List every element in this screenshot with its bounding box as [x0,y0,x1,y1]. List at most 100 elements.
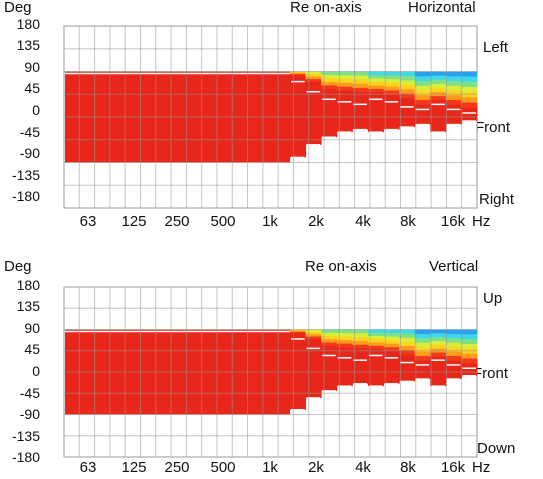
heatmap-cell [367,352,384,356]
heatmap-cell [336,354,353,359]
heatmap-cell [383,354,400,359]
heatmap-cell [336,340,353,345]
heatmap-cell [321,342,338,347]
heatmap-cell [290,330,307,333]
heatmap-cell [461,344,478,350]
y-tick: 135 [16,298,40,314]
x-tick: 1k [262,213,278,230]
heatmap-cell [336,343,353,348]
heatmap-cell [399,354,416,359]
heatmap-cell [430,344,447,350]
heatmap-cell [430,83,447,89]
heatmap-cell [321,329,338,334]
heatmap-cell [461,81,478,88]
heatmap-cell-core [430,360,447,387]
heatmap-cell [290,71,307,74]
heatmap-cell [336,329,353,334]
heatmap-cell [445,95,462,101]
x-tick: 1k [262,459,278,476]
heatmap-cell [352,337,369,342]
heatmap-cell-core [430,104,447,133]
heatmap-cell [399,337,416,343]
heatmap-cell [321,352,338,356]
heatmap-cell [414,99,431,106]
x-tick: 125 [121,459,147,476]
heatmap-cell [367,95,384,100]
heatmap-cell [461,102,478,109]
y-tick: 135 [16,37,40,53]
heatmap-cell [305,76,322,80]
heatmap-cell [305,331,322,335]
heatmap-cell [414,90,431,96]
y-tick: 90 [24,59,40,75]
heatmap-cell [430,329,447,334]
heatmap-cell [336,71,353,76]
heatmap-cell [383,347,400,352]
side-label-top: Left [483,39,509,56]
heatmap-cell [352,341,369,346]
x-tick: 2k [308,213,324,230]
heatmap-cell [461,358,478,364]
y-tick: 0 [32,363,40,379]
heatmap-cell [430,352,447,357]
heatmap-cell [321,339,338,343]
heatmap-cell [321,74,338,79]
heatmap-cell [445,347,462,353]
heatmap-cell [367,335,384,340]
heatmap-cell [367,342,384,347]
heatmap-cell [414,329,431,335]
heatmap-cell [445,329,462,335]
x-unit-label: Hz [472,213,491,230]
y-tick: -45 [19,385,40,401]
heatmap-cell [290,335,307,338]
heatmap-cell [290,329,307,332]
heatmap-cell [414,342,431,348]
heatmap-cell [305,71,322,75]
heatmap-cell [305,84,322,88]
heatmap-cell [430,96,447,101]
heatmap-cell [352,356,369,361]
x-tick: 500 [210,213,236,230]
heatmap-cell [383,350,400,355]
heatmap-cell [399,350,416,355]
heatmap-cell [321,335,338,340]
heatmap-cell [290,333,307,335]
heatmap-cell [321,71,338,76]
vertical-directivity-chart: Deg Re on-axis Vertical 180 135 90 45 0 … [0,249,543,479]
side-label-bottom: Down [477,440,516,457]
heatmap-cell [367,74,384,79]
x-tick: 4k [355,459,371,476]
heatmap-cell [305,74,322,78]
heatmap-cell [352,344,369,350]
heatmap-plot [63,25,478,209]
side-label-middle: Front [475,119,511,136]
heatmap-cell [430,75,447,81]
heatmap-cell [305,336,322,340]
heatmap-cell [445,71,462,77]
heatmap-cell-core [305,348,322,398]
heatmap-cell [399,98,416,103]
heatmap-cell [445,80,462,87]
heatmap-cell [305,81,322,85]
heatmap-cell [336,94,353,99]
heatmap-cell [399,71,416,77]
heatmap-cell [414,71,431,77]
heatmap-cell-core [367,355,384,387]
heatmap-cell [383,75,400,80]
heatmap-cell [461,353,478,360]
y-axis-label: Deg [4,0,32,16]
heatmap-cell [445,104,462,110]
heatmap-cell [461,348,478,355]
heatmap-cell [367,345,384,350]
heatmap-cell [305,343,322,347]
heatmap-cell [336,333,353,338]
heatmap-cell [445,85,462,91]
heatmap-cell [305,334,322,338]
heatmap-cell [367,329,384,334]
heatmap-cell [383,86,400,91]
heatmap-cell [290,75,307,78]
y-tick: -180 [11,449,40,465]
heatmap-cell [367,71,384,76]
heatmap-cell [352,96,369,101]
heatmap-cell [399,80,416,86]
